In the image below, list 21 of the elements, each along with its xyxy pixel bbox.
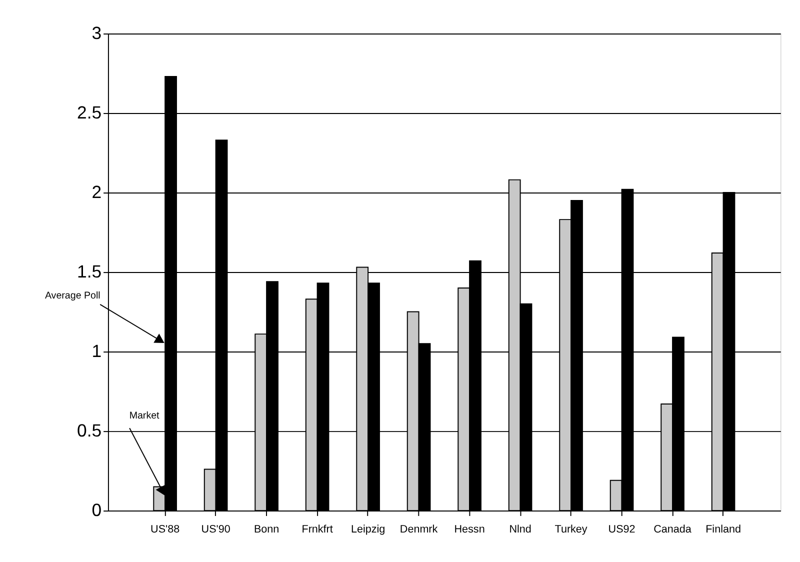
y-tick-label: 3 [92,22,102,43]
x-tick-label: US92 [608,524,636,536]
x-tick-label: Denmrk [400,524,438,536]
y-tick-label: 0.5 [77,420,102,440]
y-tick-label: 0 [92,500,102,520]
x-tick-label: Leipzig [350,524,386,536]
x-tick-label: Turkey [554,524,588,536]
y-tick-label: 2.5 [77,102,102,122]
x-tick-label: Canada [654,524,692,536]
x-tick-label: US'90 [201,524,230,536]
x-tick-label: Hessn [454,524,485,536]
x-tick-label: US'88 [150,524,180,536]
text: Market [129,410,160,422]
x-tick-label: Nlnd [509,524,532,536]
x-tick-label: Bonn [254,524,280,536]
y-tick-label: 1.5 [77,261,102,282]
x-tick-label: Frnkfrt [302,524,333,536]
text: Average Poll [44,290,100,302]
y-tick-label: 1 [92,340,102,361]
y-tick-label: 2 [92,182,102,202]
x-tick-label: Finland [706,524,741,536]
